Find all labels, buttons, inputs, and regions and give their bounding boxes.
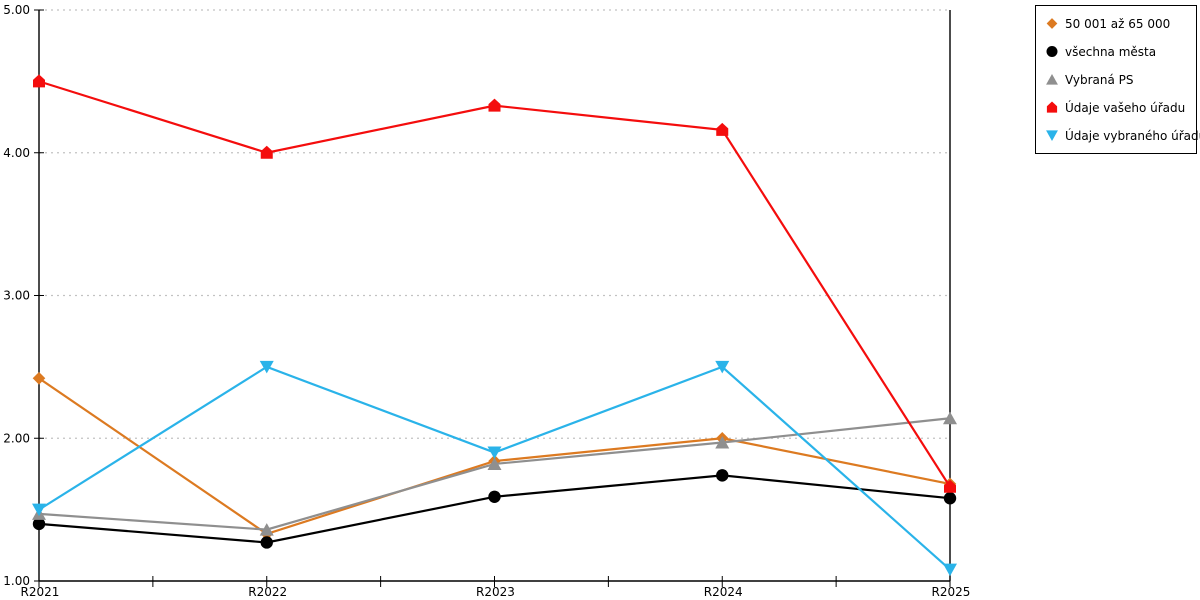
y-tick-label: 3.00 [3,289,30,303]
house-icon [33,74,45,88]
legend: 50 001 až 65 000 všechna města Vybraná PS Ú… [1035,5,1200,154]
x-tick-label: R2021 [21,585,60,599]
triangle-down-icon [487,446,502,460]
legend-label: Vybraná PS [1065,72,1134,87]
legend-label: Údaje vybraného úřadu [1065,128,1200,143]
house-icon [1046,101,1058,113]
diamond-icon [32,371,46,385]
circle-icon [716,469,729,482]
triangle-up-icon [943,411,957,425]
legend-item: všechna města [1044,44,1190,59]
triangle-down-icon [259,360,274,374]
legend-label: 50 001 až 65 000 [1065,16,1171,31]
x-tick-label: R2023 [476,585,515,599]
triangle-down-icon [1046,130,1058,142]
circle-icon [32,517,46,531]
x-tick-label: R2022 [248,585,287,599]
x-tick-label: R2024 [704,585,743,599]
circle-icon [943,492,957,505]
triangle-up-icon [715,436,730,449]
circle-icon [1046,46,1058,57]
legend-item: Vybraná PS [1044,72,1190,87]
triangle-up-icon [487,457,502,470]
legend-label: Údaje vašeho úřadu [1065,100,1186,115]
legend-item: 50 001 až 65 000 [1044,16,1190,31]
series-line [38,474,951,544]
triangle-up-icon [1046,73,1058,85]
triangle-down-icon [32,503,46,517]
circle-icon [260,536,273,549]
house-icon [944,479,956,493]
series-line [38,417,951,531]
y-tick-label: 1.00 [3,574,30,588]
y-tick-label: 2.00 [3,431,30,445]
diamond-icon [1046,18,1058,29]
y-tick-label: 5.00 [3,3,30,17]
triangle-down-icon [715,360,730,374]
house-icon [488,98,501,112]
triangle-down-icon [943,563,957,577]
house-icon [716,122,729,136]
house-icon [260,145,273,159]
series-line [38,80,951,488]
y-tick-label: 4.00 [3,146,30,160]
x-tick-label: R2025 [932,585,971,599]
circle-icon [488,490,501,503]
triangle-up-icon [259,523,274,536]
legend-item: Údaje vašeho úřadu [1044,100,1190,115]
legend-item: Údaje vybraného úřadu [1044,128,1200,143]
legend-label: všechna města [1065,44,1157,59]
